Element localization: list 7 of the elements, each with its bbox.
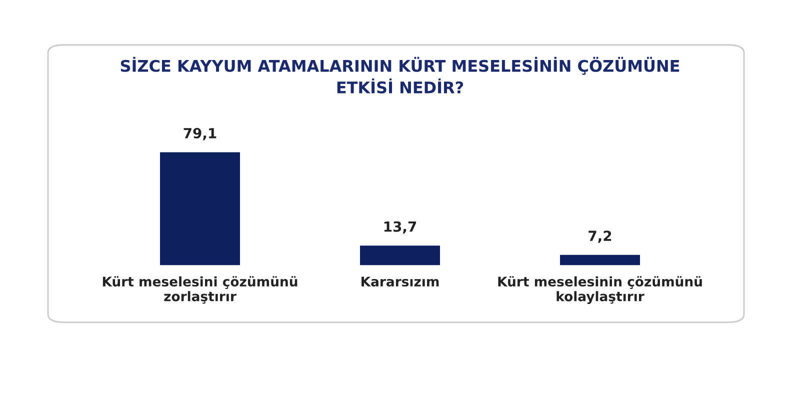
chart-title: SİZCE KAYYUM ATAMALARININ KÜRT MESELESİNİN ÇÖZÜMÜNE ETKİSİ NEDİR? xyxy=(120,56,680,94)
data-label: 13,7 xyxy=(384,221,416,234)
x-tick-label: Kararsızım xyxy=(362,276,439,287)
data-label: 7,2 xyxy=(588,230,612,243)
data-label: 79,1 xyxy=(184,128,216,140)
x-tick-label: Kürt meselesinin çözümünü kolaylaştırır xyxy=(498,276,702,304)
x-tick-label: Kürt meselesini çözümünü zorlaştırır xyxy=(102,276,298,304)
